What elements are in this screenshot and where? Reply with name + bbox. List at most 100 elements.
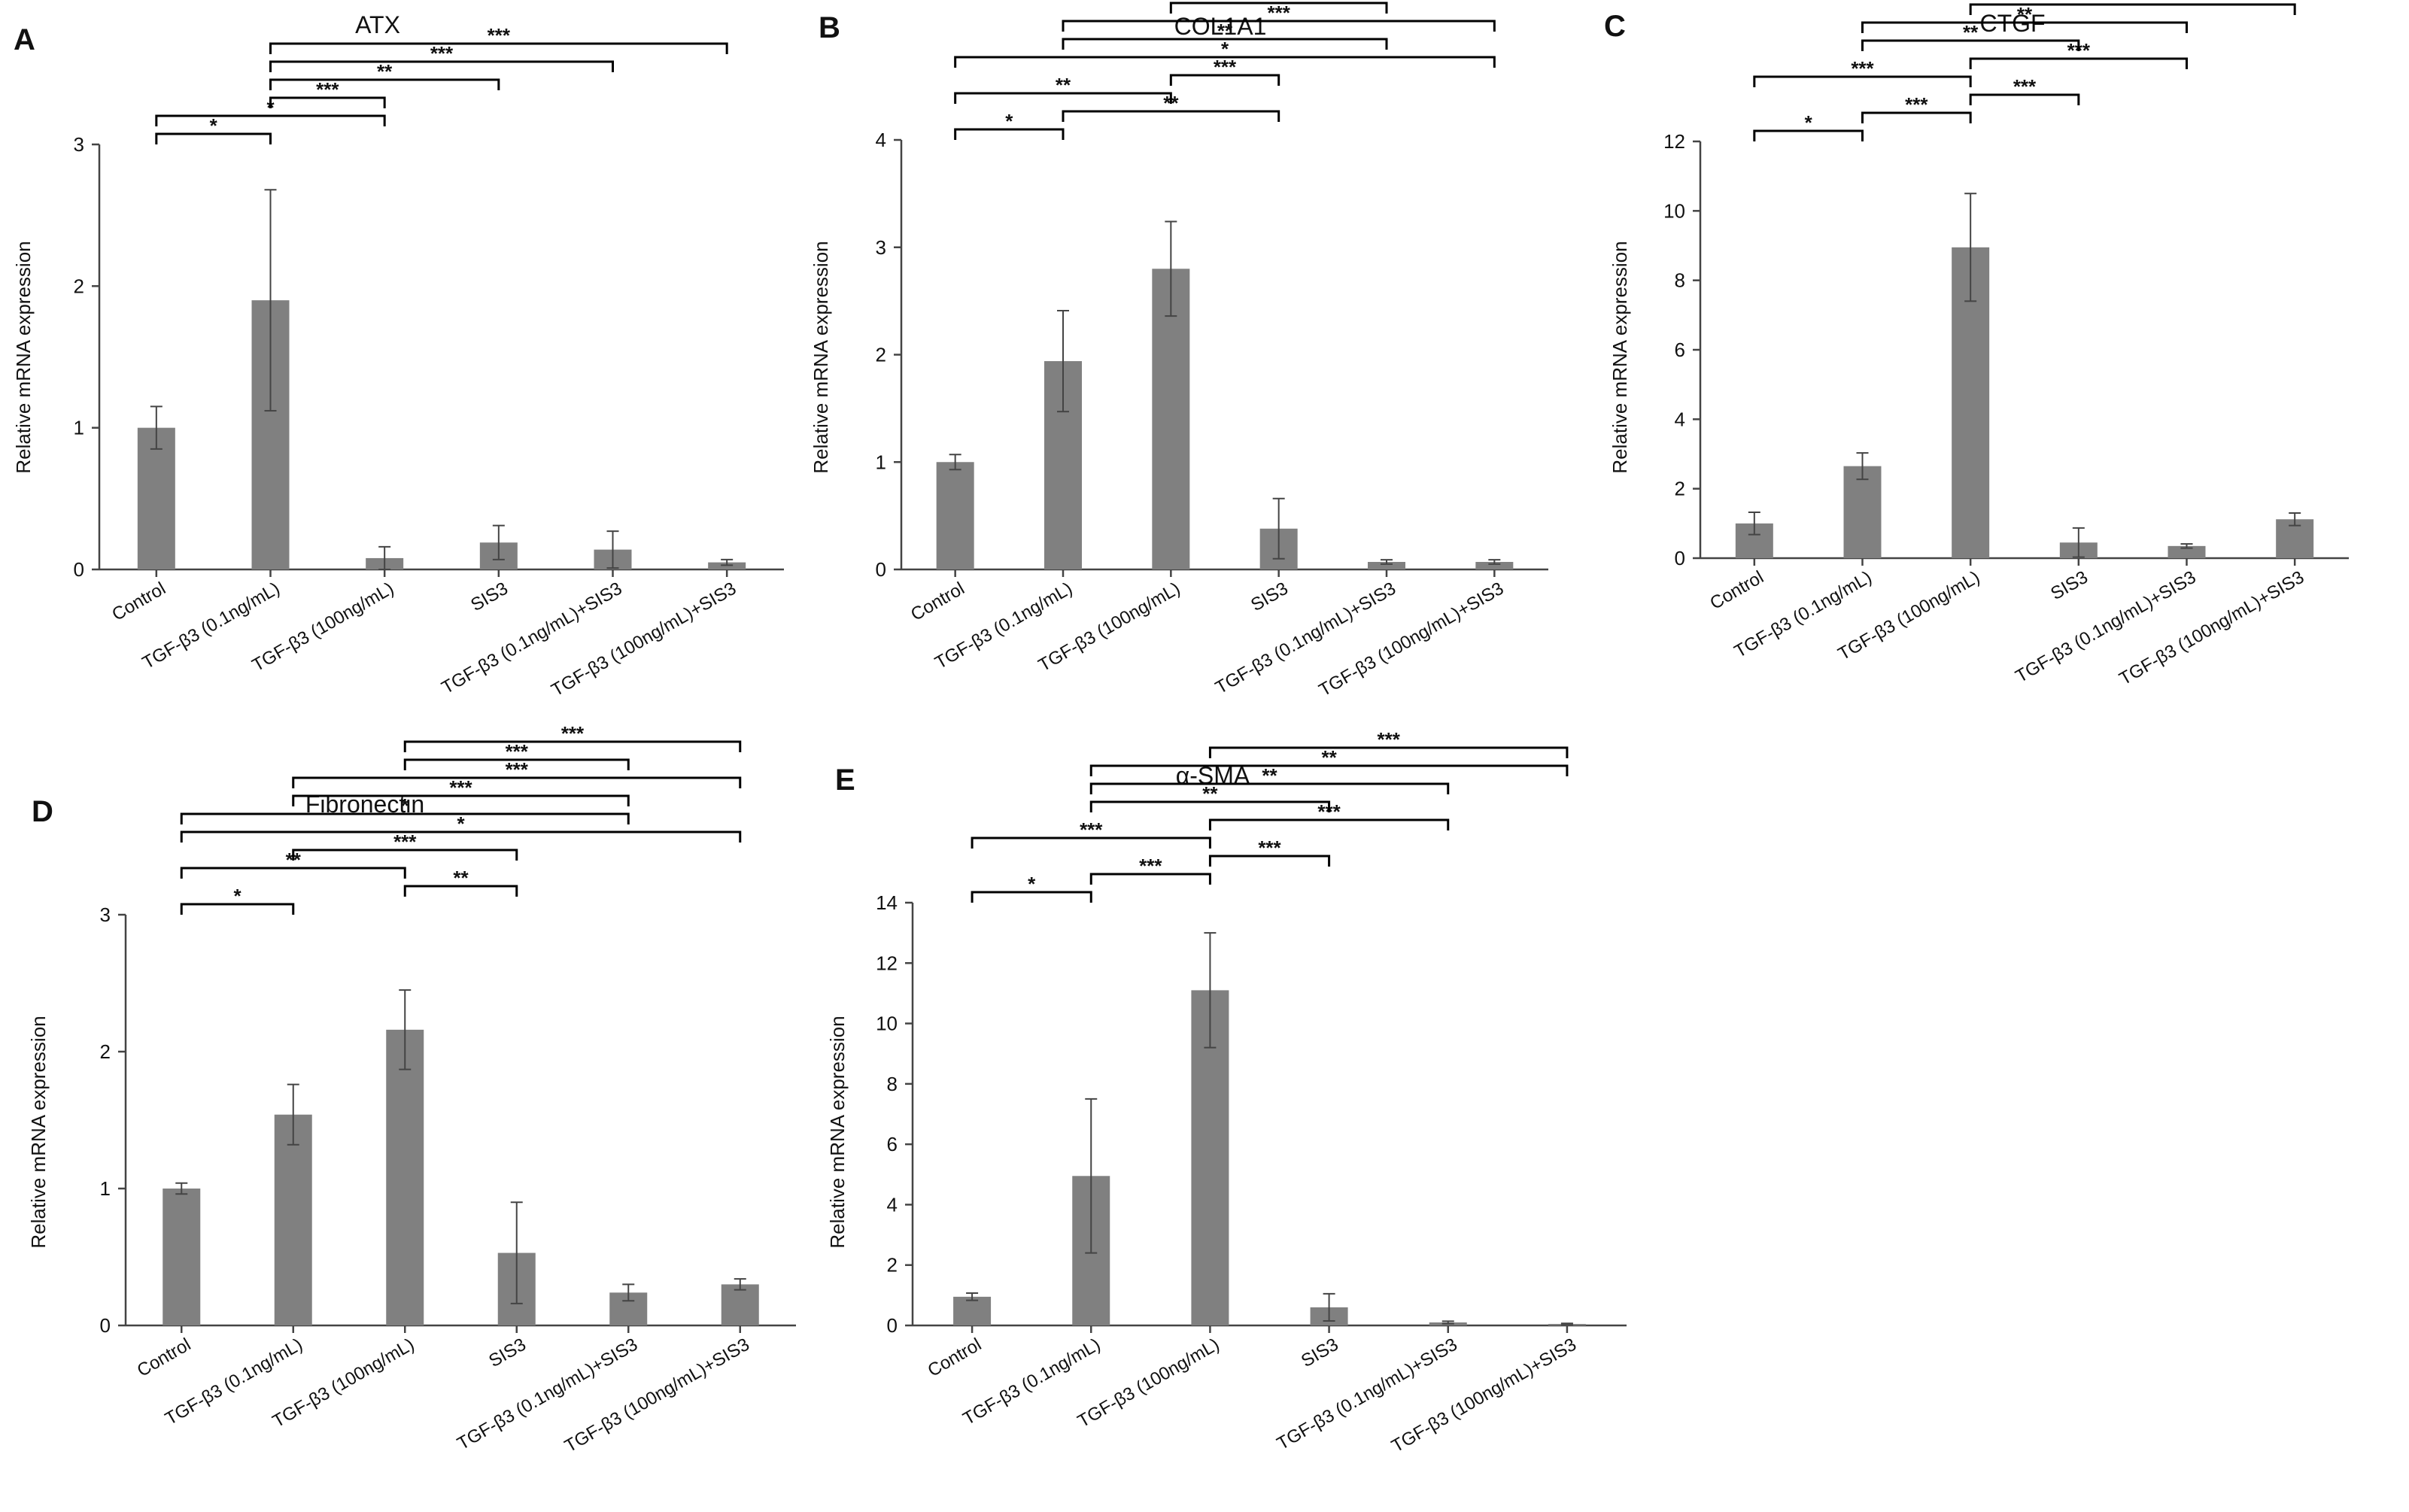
significance-bracket	[1753, 129, 1864, 141]
significance-label: **	[1202, 782, 1218, 805]
significance-label: ***	[1080, 818, 1103, 841]
y-tick-label: 8	[887, 1073, 898, 1095]
significance-bracket	[1969, 93, 2080, 105]
significance-label: ***	[1905, 93, 1928, 116]
significance-label: ***	[1258, 836, 1281, 859]
panel-b: B COL1A1 Relative mRNA expression 0 1 2 3 4 Cont…	[810, 0, 1548, 700]
significance-label: ***	[393, 830, 417, 853]
significance-label: *	[210, 114, 218, 137]
y-tick-label: 6	[887, 1133, 898, 1155]
bar	[2167, 545, 2206, 558]
y-tick-label: 0	[100, 1314, 111, 1337]
bar	[721, 1284, 759, 1325]
y-tick-label: 1	[100, 1177, 111, 1200]
significance-label: **	[453, 867, 469, 889]
x-tick-label: TGF-β3 (100ng/mL)+SIS3	[1316, 578, 1508, 701]
x-tick-label: SIS3	[1298, 1334, 1342, 1371]
significance-bracket	[1062, 110, 1280, 122]
significance-label: ***	[1377, 728, 1400, 751]
significance-label: *	[457, 812, 465, 835]
significance-label: *	[1805, 111, 1813, 134]
significance-bracket	[1969, 57, 2188, 69]
significance-bracket	[1208, 746, 1569, 758]
significance-bracket	[1089, 764, 1569, 776]
significance-label: **	[2017, 3, 2033, 26]
x-tick-label: SIS3	[467, 578, 512, 615]
bar	[1152, 269, 1190, 569]
x-tick-label: TGF-β3 (0.1ng/mL)+SIS3	[454, 1334, 641, 1454]
chart-title: COL1A1	[1174, 13, 1267, 40]
y-tick-label: 12	[1663, 130, 1685, 153]
y-axis-label: Relative mRNA expression	[12, 241, 35, 473]
x-tick-label: TGF-β3 (0.1ng/mL)+SIS3	[439, 578, 626, 698]
significance-label: ***	[561, 722, 585, 745]
significance-bracket	[269, 96, 386, 108]
significance-bracket	[1753, 75, 1972, 87]
significance-bracket	[292, 849, 518, 861]
bar	[163, 1189, 201, 1325]
bar	[953, 1296, 992, 1325]
significance-bracket	[269, 60, 614, 72]
significance-bracket	[1861, 21, 2188, 33]
significance-bracket	[180, 830, 742, 843]
y-tick-label: 4	[887, 1193, 898, 1216]
x-tick-label: Control	[1706, 567, 1767, 614]
y-tick-label: 1	[876, 451, 886, 473]
significance-bracket	[954, 128, 1065, 140]
significance-bracket	[403, 740, 742, 752]
significance-label: *	[233, 885, 242, 907]
y-axis-label: Relative mRNA expression	[1609, 241, 1631, 473]
y-axis-label: Relative mRNA expression	[826, 1016, 849, 1248]
bar	[137, 427, 175, 569]
chart-title: ATX	[355, 11, 400, 38]
x-tick-label: SIS3	[2047, 567, 2092, 604]
y-tick-label: 10	[876, 1013, 898, 1035]
significance-bracket	[1208, 855, 1331, 867]
bar	[1475, 562, 1514, 569]
x-tick-label: SIS3	[1247, 578, 1292, 615]
y-tick-label: 2	[876, 344, 886, 366]
y-tick-label: 4	[876, 129, 886, 151]
y-tick-label: 14	[876, 891, 898, 914]
significance-bracket	[155, 114, 386, 126]
y-tick-label: 12	[876, 952, 898, 974]
significance-label: *	[1005, 110, 1013, 132]
y-tick-label: 0	[1675, 547, 1685, 569]
significance-label: **	[1262, 764, 1277, 787]
y-tick-label: 0	[887, 1314, 898, 1337]
significance-bracket	[1861, 111, 1972, 123]
significance-bracket	[292, 776, 742, 788]
bar	[274, 1114, 312, 1325]
bar	[936, 462, 974, 569]
significance-bracket	[954, 56, 1496, 68]
significance-bracket	[1089, 782, 1450, 794]
y-tick-label: 2	[1675, 478, 1685, 500]
significance-bracket	[971, 891, 1092, 903]
significance-label: ***	[2121, 0, 2144, 8]
y-axis-label: Relative mRNA expression	[810, 241, 832, 473]
significance-label: **	[1963, 21, 1979, 44]
significance-bracket	[180, 903, 295, 915]
significance-bracket	[1861, 39, 2080, 51]
y-tick-label: 3	[74, 133, 84, 156]
y-axis-label: Relative mRNA expression	[27, 1016, 50, 1248]
significance-bracket	[1089, 873, 1211, 885]
significance-bracket	[1062, 38, 1388, 50]
x-tick-label: TGF-β3 (100ng/mL)+SIS3	[2116, 567, 2307, 690]
y-tick-label: 8	[1675, 269, 1685, 292]
x-tick-label: Control	[907, 578, 968, 625]
significance-bracket	[1089, 800, 1331, 812]
panel-letter: A	[14, 23, 35, 56]
significance-label: *	[1221, 38, 1229, 60]
significance-label: **	[377, 60, 393, 83]
significance-label: *	[1028, 873, 1036, 895]
significance-label: ***	[1139, 855, 1162, 877]
x-tick-label: Control	[134, 1334, 195, 1381]
y-tick-label: 2	[74, 275, 84, 297]
y-tick-label: 3	[100, 903, 111, 926]
significance-label: *	[401, 794, 409, 817]
significance-bracket	[403, 758, 630, 770]
